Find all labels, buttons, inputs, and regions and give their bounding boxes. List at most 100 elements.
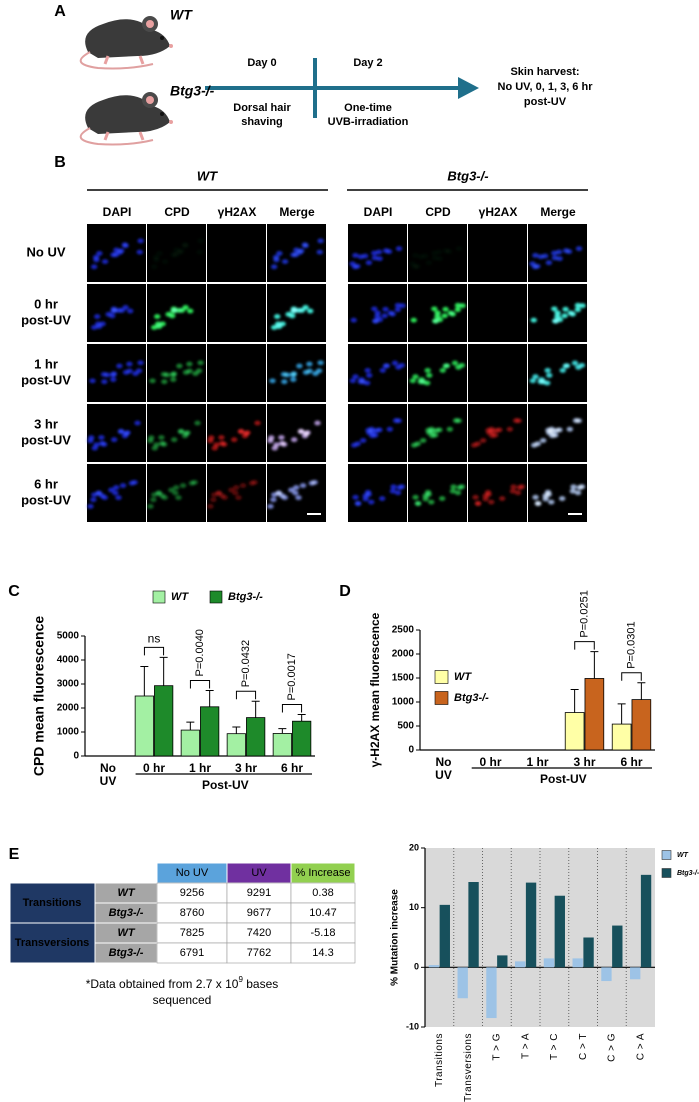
nucleus [506, 426, 514, 432]
note-superscript: 9 [238, 975, 243, 984]
nucleus [443, 363, 451, 369]
nucleus [399, 303, 406, 309]
bar [543, 958, 555, 968]
step-day: Day 2 [353, 57, 382, 69]
nucleus [267, 503, 274, 509]
x-tick-label: 3 hr [573, 756, 596, 769]
micrograph [468, 284, 527, 342]
nucleus [290, 252, 297, 258]
nucleus [213, 442, 220, 448]
y-tick-label: 2000 [392, 649, 415, 660]
panel-label: E [9, 846, 20, 863]
nucleus [302, 243, 309, 249]
nucleus [362, 496, 369, 502]
y-tick-label: 1000 [392, 697, 415, 708]
nucleus [308, 480, 316, 486]
bar [611, 723, 632, 751]
nucleus [436, 427, 443, 433]
nucleus [147, 503, 154, 509]
nucleus [394, 302, 402, 308]
nucleus [135, 368, 143, 374]
error-bar [205, 689, 214, 707]
nucleus [317, 360, 324, 366]
nucleus [273, 442, 280, 448]
step-action: shaving [241, 116, 283, 128]
signal [349, 360, 406, 386]
bar [439, 904, 450, 968]
nucleus [579, 303, 586, 309]
legend-label: WT [171, 591, 189, 603]
nucleus [569, 488, 577, 494]
x-tick-label: C > G [607, 1033, 618, 1062]
genotype: Btg3-/- [170, 83, 215, 99]
nucleus [354, 263, 361, 269]
nucleus [543, 380, 551, 386]
nucleus [98, 440, 106, 446]
signal [207, 479, 258, 509]
p-value: P=0.0251 [578, 590, 590, 637]
x-tick-label: 1 hr [526, 756, 548, 769]
nucleus [268, 435, 275, 441]
legend-swatch [434, 691, 449, 705]
nucleus [432, 318, 439, 324]
nucleus [529, 378, 537, 384]
signal [90, 238, 144, 270]
nucleus [447, 310, 454, 316]
signal [529, 246, 583, 270]
nucleus [215, 490, 222, 496]
error-bar [297, 713, 306, 722]
nucleus [368, 426, 375, 432]
nucleus [368, 499, 375, 505]
nucleus [554, 310, 561, 316]
nucleus [285, 311, 292, 317]
condition-label: 6 hr [34, 476, 58, 491]
nucleus [357, 254, 365, 260]
value-text: 0.38 [312, 887, 333, 899]
nucleus [128, 480, 136, 486]
error-bar [637, 682, 646, 700]
y-tick-label: 0 [73, 751, 79, 762]
signal [270, 238, 324, 270]
signal [352, 484, 406, 506]
nucleus [278, 435, 285, 440]
nucleus [94, 321, 102, 327]
signal [267, 479, 318, 509]
nucleus [110, 437, 118, 443]
nucleus [270, 264, 278, 270]
nucleus [391, 360, 399, 366]
nucleus [398, 484, 406, 490]
p-value: P=0.0301 [625, 621, 637, 668]
nucleus [269, 378, 276, 384]
micrograph [267, 284, 326, 342]
nucleus [422, 496, 429, 502]
x-tick-label: 6 hr [620, 756, 643, 769]
nucleus [178, 307, 186, 313]
nucleus [532, 252, 539, 258]
condition-label: 1 hr [34, 356, 58, 371]
micrograph [528, 404, 587, 462]
nucleus [419, 438, 427, 443]
nucleus [121, 433, 129, 439]
nucleus [170, 371, 178, 377]
nucleus [374, 310, 381, 316]
nucleus [87, 503, 94, 509]
significance-bracket [621, 672, 642, 681]
nucleus [551, 432, 559, 438]
nucleus [187, 308, 194, 314]
bar [631, 699, 652, 751]
genotype-text: WT [117, 887, 135, 899]
header-text: % Increase [295, 867, 350, 879]
nucleus [548, 499, 555, 505]
nucleus [551, 306, 558, 312]
nucleus [378, 496, 386, 501]
nucleus [93, 257, 100, 263]
value-text: -5.18 [310, 927, 335, 939]
condition-label: post-UV [21, 312, 71, 327]
nucleus [488, 499, 495, 505]
legend-swatch [661, 868, 672, 878]
nucleus [455, 364, 462, 370]
nucleus [454, 302, 462, 308]
nucleus [91, 325, 98, 330]
value-text: 7825 [180, 927, 204, 939]
micrograph [207, 284, 266, 342]
